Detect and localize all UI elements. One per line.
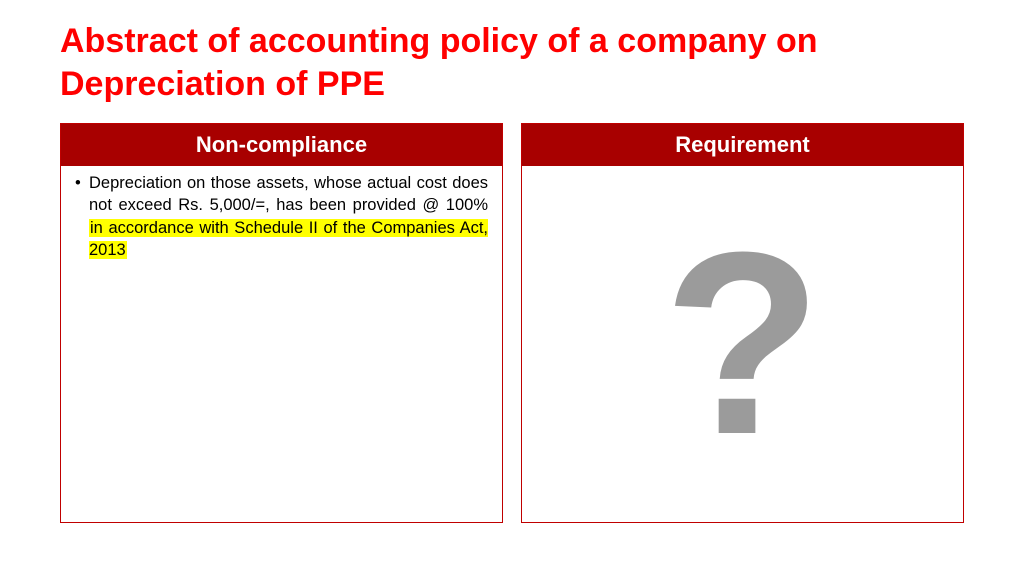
panel-header-requirement: Requirement — [522, 124, 963, 166]
bullet-highlighted-text: in accordance with Schedule II of the Co… — [89, 219, 488, 259]
panel-body-requirement: ? — [522, 166, 963, 522]
panels-row: Non-compliance • Depreciation on those a… — [60, 123, 964, 523]
question-mark-icon: ? — [663, 214, 822, 474]
panel-noncompliance: Non-compliance • Depreciation on those a… — [60, 123, 503, 523]
bullet-plain-text: Depreciation on those assets, whose actu… — [89, 174, 488, 214]
bullet-marker: • — [75, 172, 89, 261]
panel-requirement: Requirement ? — [521, 123, 964, 523]
slide-title: Abstract of accounting policy of a compa… — [60, 20, 964, 105]
bullet-text: Depreciation on those assets, whose actu… — [89, 172, 488, 261]
panel-body-noncompliance: • Depreciation on those assets, whose ac… — [61, 166, 502, 522]
panel-header-noncompliance: Non-compliance — [61, 124, 502, 166]
bullet-item: • Depreciation on those assets, whose ac… — [75, 172, 488, 261]
